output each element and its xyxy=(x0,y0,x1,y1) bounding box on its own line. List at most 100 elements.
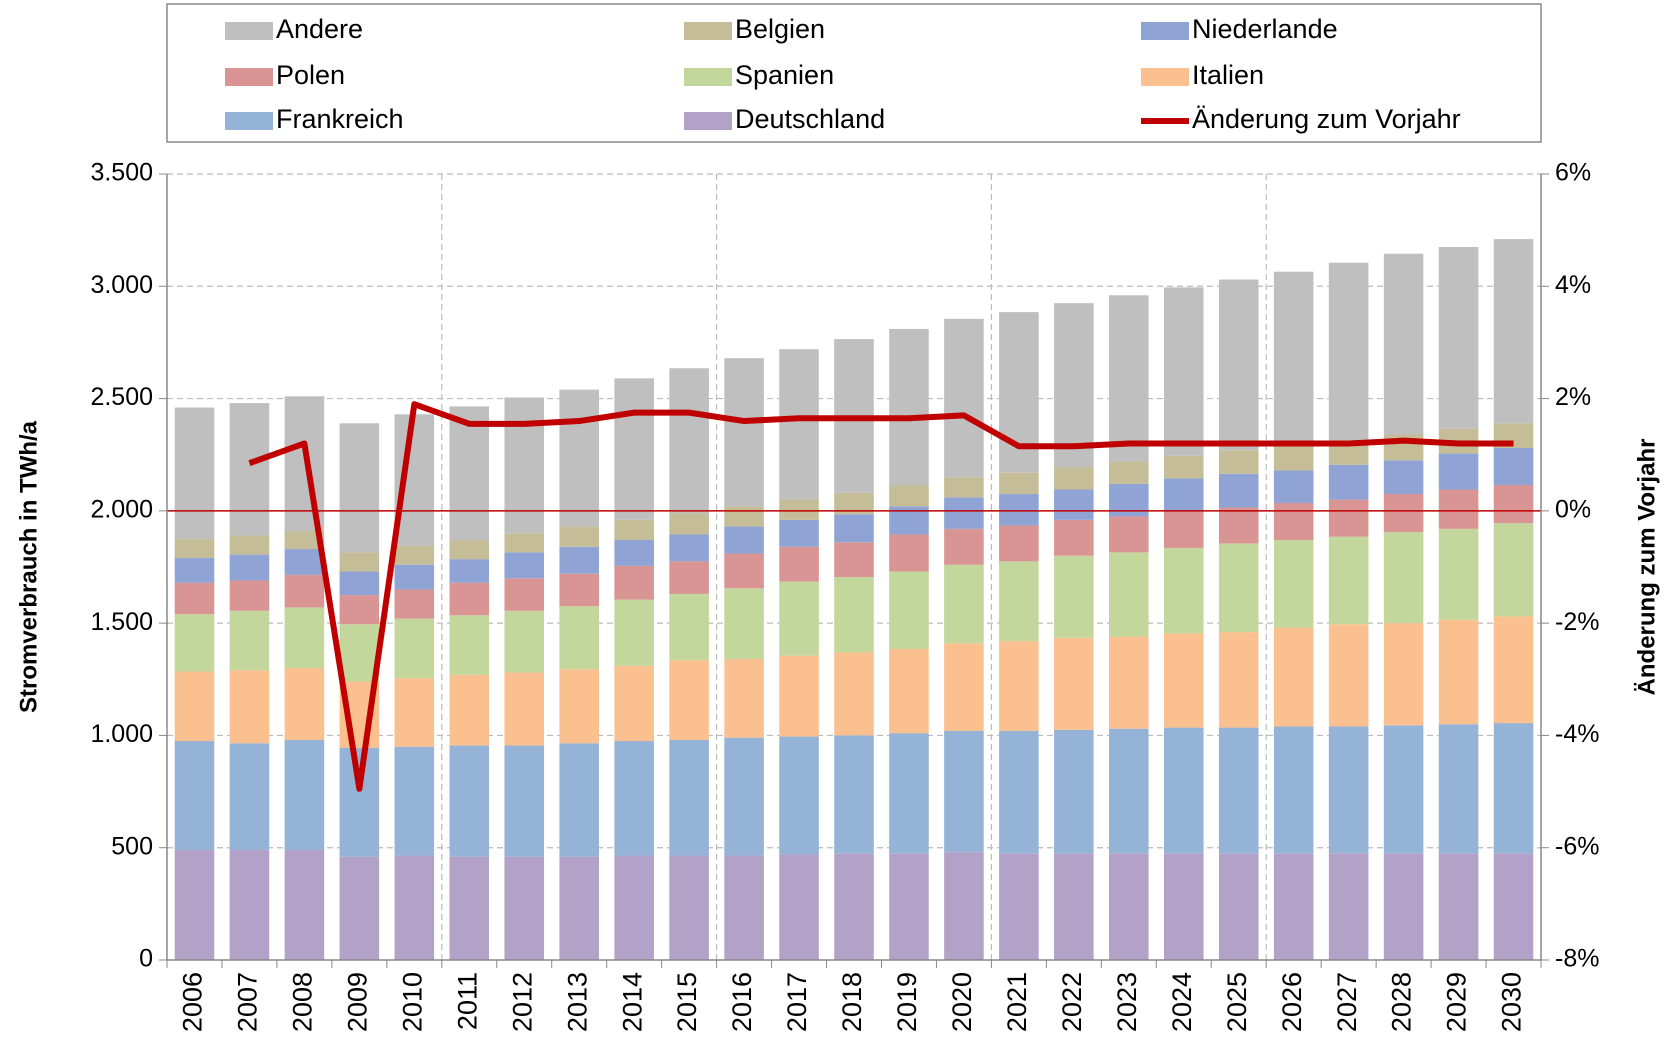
x-tick-label: 2007 xyxy=(233,972,263,1032)
bar-segment xyxy=(229,610,270,671)
bar-segment xyxy=(834,492,874,515)
x-tick-label: 2018 xyxy=(837,972,867,1032)
legend-label: Spanien xyxy=(735,60,834,90)
bar-segment xyxy=(1383,532,1424,624)
bar-segment xyxy=(779,546,819,582)
bar-segment xyxy=(559,743,599,857)
bar-segment xyxy=(889,853,929,960)
y2-tick-label: -8% xyxy=(1555,945,1599,973)
bar-segment xyxy=(669,534,709,562)
x-tick-label: 2027 xyxy=(1332,972,1362,1032)
bar-segment xyxy=(669,855,709,960)
bar-segment xyxy=(174,614,215,672)
bar-segment xyxy=(1163,510,1204,548)
bar-segment xyxy=(1273,271,1314,446)
bar-segment xyxy=(449,745,490,857)
bar-segment xyxy=(834,735,874,854)
bar-segment xyxy=(1328,262,1369,441)
x-tick-label: 2023 xyxy=(1112,972,1142,1032)
bar-segment xyxy=(889,328,929,486)
x-tick-label: 2009 xyxy=(342,972,372,1032)
bar-segment xyxy=(1218,507,1259,544)
bar-segment xyxy=(504,552,545,579)
bar-segment xyxy=(614,378,654,520)
legend-label: Niederlande xyxy=(1192,14,1338,44)
y2-axis-title: Änderung zum Vorjahr xyxy=(1633,439,1660,696)
y-tick-label: 1.500 xyxy=(90,608,153,636)
legend-label: Änderung zum Vorjahr xyxy=(1192,104,1461,134)
bar-segment xyxy=(1054,519,1094,556)
bar-segment xyxy=(339,856,380,960)
bar-segment xyxy=(559,389,599,527)
y-tick-label: 3.000 xyxy=(90,271,153,299)
bar-segment xyxy=(1163,478,1204,511)
bar-segment xyxy=(1054,303,1094,468)
legend-swatch xyxy=(684,68,732,86)
bar-segment xyxy=(999,730,1039,854)
bar-segment xyxy=(1109,295,1149,462)
bar-segment xyxy=(1273,502,1314,541)
bar-segment xyxy=(284,574,325,608)
bar-segment xyxy=(1328,624,1369,727)
bar-segment xyxy=(284,607,325,669)
bar-segment xyxy=(1328,726,1369,854)
bar-segment xyxy=(724,506,764,527)
bar-segment xyxy=(1218,543,1259,633)
x-tick-label: 2029 xyxy=(1442,972,1472,1032)
bar-segment xyxy=(174,849,215,960)
legend-box xyxy=(166,3,1542,143)
bar-segment xyxy=(394,618,435,679)
bar-segment xyxy=(724,737,764,856)
x-tick-label: 2012 xyxy=(507,972,537,1032)
bar-segment xyxy=(1493,239,1534,424)
bar-segment xyxy=(1328,464,1369,500)
bar-segment xyxy=(1383,460,1424,495)
legend-label: Belgien xyxy=(735,14,825,44)
bar-segment xyxy=(834,577,874,653)
x-tick-label: 2026 xyxy=(1277,972,1307,1032)
bar-segment xyxy=(1493,616,1534,724)
bar-segment xyxy=(1163,727,1204,854)
x-tick-label: 2028 xyxy=(1387,972,1417,1032)
y-tick-label: 0 xyxy=(139,945,153,973)
legend-label: Italien xyxy=(1192,60,1264,90)
bar-segment xyxy=(724,855,764,960)
y-axis-title: Stromverbrauch in TWh/a xyxy=(15,420,42,713)
bar-segment xyxy=(999,472,1039,495)
bar-segment xyxy=(834,542,874,578)
bar-segment xyxy=(999,561,1039,642)
bar-segment xyxy=(1273,627,1314,727)
bar-segment xyxy=(559,606,599,670)
bar-segment xyxy=(394,564,435,590)
bar-segment xyxy=(779,499,819,520)
bar-segment xyxy=(1493,485,1534,524)
x-tick-label: 2008 xyxy=(288,972,318,1032)
bar-segment xyxy=(174,582,215,615)
bar-segment xyxy=(999,853,1039,960)
bar-segment xyxy=(944,564,984,644)
bar-segment xyxy=(614,855,654,960)
bar-segment xyxy=(559,526,599,547)
bar-segment xyxy=(1163,287,1204,456)
bar-segment xyxy=(1438,453,1479,490)
bar-segment xyxy=(1438,853,1479,960)
legend-swatch xyxy=(684,112,732,130)
bar-segment xyxy=(1493,523,1534,617)
bar-segment xyxy=(559,669,599,744)
bar-segment xyxy=(449,856,490,960)
bar-segment xyxy=(1163,455,1204,479)
bar-segment xyxy=(614,540,654,566)
bar-segment xyxy=(284,668,325,740)
bar-segment xyxy=(229,849,270,960)
x-tick-label: 2022 xyxy=(1057,972,1087,1032)
bar-segment xyxy=(1054,489,1094,520)
bar-segment xyxy=(1218,632,1259,728)
bar-segment xyxy=(1383,725,1424,854)
bar-segment xyxy=(174,741,215,850)
x-tick-label: 2014 xyxy=(617,972,647,1032)
y2-tick-label: 2% xyxy=(1555,383,1591,411)
bar-segment xyxy=(724,358,764,507)
bar-segment xyxy=(339,595,380,625)
bar-segment xyxy=(284,549,325,575)
bar-segment xyxy=(999,525,1039,562)
